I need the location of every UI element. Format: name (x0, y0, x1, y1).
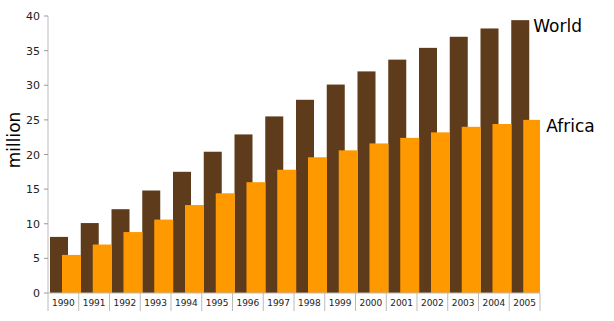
x-tick-label: 1994 (175, 298, 198, 308)
x-tick-label: 1998 (298, 298, 321, 308)
bar (493, 124, 512, 293)
x-separator (509, 293, 510, 311)
x-separator (78, 293, 79, 311)
x-separator (140, 293, 141, 311)
series-label: World (533, 16, 582, 36)
bars (50, 20, 540, 293)
bar (462, 127, 481, 293)
y-tick (44, 50, 48, 51)
y-tick (44, 119, 48, 120)
bar (93, 245, 112, 293)
x-separator (232, 293, 233, 311)
bar (339, 150, 358, 293)
x-separator (417, 293, 418, 311)
x-separator (386, 293, 387, 311)
bar (247, 182, 266, 293)
bar (523, 120, 540, 293)
bar (124, 232, 143, 293)
x-tick-label: 1997 (267, 298, 290, 308)
y-tick (44, 85, 48, 86)
y-tick (44, 293, 48, 294)
x-separator (324, 293, 325, 311)
x-separator (171, 293, 172, 311)
x-separator (48, 293, 49, 311)
x-tick-label: 1996 (236, 298, 259, 308)
y-axis-label: million (4, 112, 24, 169)
y-tick (44, 16, 48, 17)
x-tick-label: 2001 (390, 298, 413, 308)
y-tick-label: 10 (26, 218, 40, 231)
x-tick-label: 1990 (52, 298, 75, 308)
y-tick-label: 20 (26, 149, 40, 162)
x-separator (263, 293, 264, 311)
bar (216, 193, 235, 293)
bar (370, 143, 389, 293)
x-separator (478, 293, 479, 311)
series-label: Africa (546, 116, 595, 136)
x-separator (447, 293, 448, 311)
bar (308, 157, 327, 293)
bar (277, 170, 296, 293)
bar (185, 205, 204, 293)
y-tick-label: 0 (33, 287, 40, 300)
y-tick (44, 154, 48, 155)
bar (154, 220, 173, 293)
y-tick (44, 189, 48, 190)
x-separator (355, 293, 356, 311)
x-tick-label: 2004 (482, 298, 505, 308)
x-tick-label: 1992 (113, 298, 136, 308)
y-tick-label: 35 (26, 45, 40, 58)
x-tick-label: 1993 (144, 298, 167, 308)
x-tick-label: 1999 (329, 298, 352, 308)
y-tick-label: 25 (26, 114, 40, 127)
x-separator (294, 293, 295, 311)
bar (431, 132, 450, 293)
y-tick-label: 15 (26, 183, 40, 196)
y-tick-label: 30 (26, 79, 40, 92)
x-separator (201, 293, 202, 311)
y-tick (44, 223, 48, 224)
x-tick-label: 2003 (452, 298, 475, 308)
x-tick-label: 1995 (206, 298, 229, 308)
y-tick-label: 5 (33, 252, 40, 265)
x-tick-label: 1991 (83, 298, 106, 308)
x-tick-label: 2005 (513, 298, 536, 308)
x-separator (109, 293, 110, 311)
x-separator (540, 293, 541, 311)
x-tick-label: 2002 (421, 298, 444, 308)
x-tick-label: 2000 (359, 298, 382, 308)
bar (62, 255, 81, 293)
y-tick-label: 40 (26, 10, 40, 23)
chart: 0 5 10 15 20 25 30 35 40 million 1990 1991 1992 1993 1… (0, 0, 614, 321)
bar (400, 138, 419, 293)
y-tick (44, 258, 48, 259)
